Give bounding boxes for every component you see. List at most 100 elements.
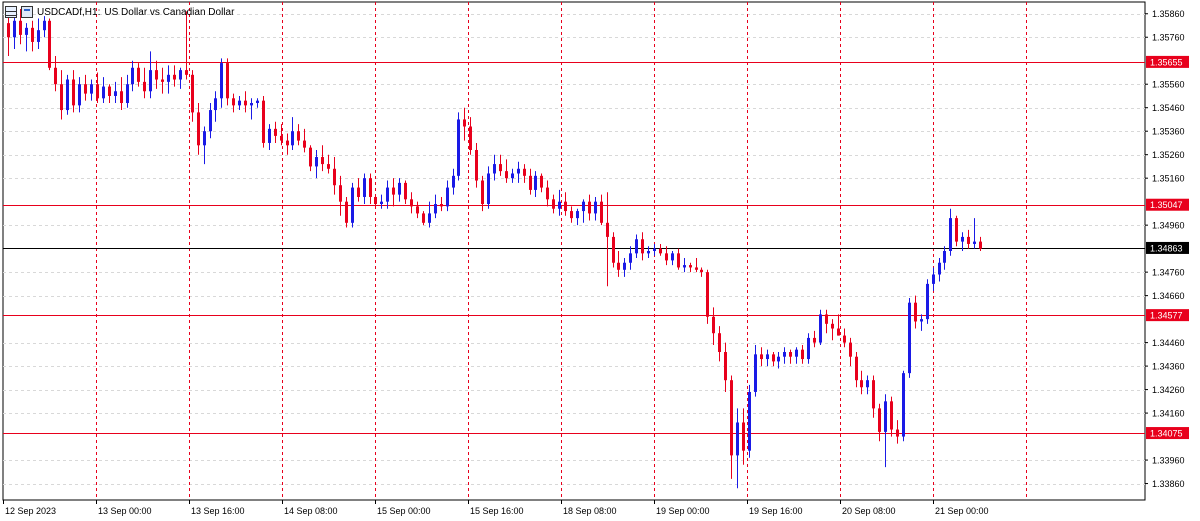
chart-grid-icon[interactable] — [5, 6, 17, 18]
candle — [754, 344, 757, 397]
candle — [772, 352, 775, 367]
candle — [143, 67, 146, 99]
candle — [718, 326, 721, 362]
candle-body — [126, 84, 129, 104]
candle — [789, 349, 792, 364]
candle-body — [84, 84, 87, 94]
candle-body — [167, 74, 170, 82]
level-price-tag — [1146, 427, 1189, 440]
candle-body — [297, 131, 300, 141]
candle-body — [973, 241, 976, 244]
candle-body — [908, 302, 911, 374]
candle — [564, 192, 567, 216]
candle — [66, 74, 69, 115]
symbol-label: USDCADf,H1: — [37, 6, 101, 18]
candle-body — [564, 201, 567, 212]
candle — [570, 206, 573, 223]
candle-body — [291, 131, 294, 146]
candle — [137, 63, 140, 87]
candle — [250, 98, 253, 120]
candle-body — [831, 323, 834, 329]
candle-body — [855, 356, 858, 381]
candle — [280, 124, 283, 146]
candle-body — [96, 84, 99, 99]
candle-body — [742, 422, 745, 451]
candle — [706, 269, 709, 324]
candle-body — [730, 380, 733, 456]
candle-body — [66, 79, 69, 111]
candle-body — [345, 201, 348, 223]
candle — [315, 149, 318, 179]
candle — [588, 194, 591, 221]
candle — [884, 394, 887, 468]
price-tick-label: 1.34960 — [1152, 221, 1185, 231]
candle — [878, 403, 881, 442]
candle-body — [926, 283, 929, 320]
candle-body — [416, 206, 419, 214]
candle-body — [766, 354, 769, 360]
candle-body — [884, 401, 887, 432]
candle-body — [173, 74, 176, 80]
price-tick-label: 1.35860 — [1152, 9, 1185, 19]
candle — [742, 408, 745, 465]
candle-body — [777, 356, 780, 362]
candle — [232, 93, 235, 113]
candle-body — [309, 147, 312, 167]
candle — [345, 196, 348, 228]
candle — [321, 145, 324, 172]
candle-body — [149, 70, 152, 92]
candle-body — [689, 265, 692, 268]
candle-body — [31, 27, 34, 42]
candle — [955, 215, 958, 247]
candle — [286, 133, 289, 155]
candle — [179, 67, 182, 89]
candle-body — [475, 149, 478, 181]
candle-body — [700, 269, 703, 273]
candle-body — [256, 100, 259, 104]
current-price-tag — [1146, 241, 1189, 254]
candle-body — [949, 218, 952, 251]
candle-body — [920, 319, 923, 322]
time-tick-label: 19 Sep 00:00 — [656, 506, 710, 516]
candle — [730, 375, 733, 479]
candle — [60, 70, 63, 120]
candle — [291, 117, 294, 150]
candle — [380, 194, 383, 209]
candle-body — [505, 171, 508, 179]
candle — [43, 16, 46, 38]
price-tick-label: 1.34660 — [1152, 291, 1185, 301]
candle — [452, 168, 455, 195]
candle-body — [493, 164, 496, 174]
candle — [457, 112, 460, 181]
candle-body — [961, 236, 964, 242]
candle-body — [558, 201, 561, 209]
candle-body — [114, 91, 117, 96]
candle-body — [534, 175, 537, 190]
candle-body — [469, 126, 472, 150]
candle — [238, 95, 241, 111]
candle-body — [659, 248, 662, 254]
candle-body — [878, 408, 881, 432]
candle-body — [511, 173, 514, 179]
candle — [226, 58, 229, 106]
candle — [351, 182, 354, 228]
chart-window-icon[interactable] — [21, 6, 33, 18]
candle — [90, 79, 93, 101]
candle — [131, 60, 134, 92]
candle — [695, 258, 698, 273]
candle — [244, 91, 247, 113]
candle-body — [137, 67, 140, 82]
candle-body — [19, 20, 22, 35]
candle — [517, 161, 520, 183]
candle — [920, 314, 923, 331]
candle — [481, 175, 484, 212]
candle-body — [392, 187, 395, 195]
candle — [440, 196, 443, 212]
candle-body — [724, 352, 727, 381]
candle-body — [232, 98, 235, 106]
candle-body — [48, 20, 51, 68]
candle — [540, 173, 543, 193]
candle — [612, 232, 615, 268]
candle-body — [440, 204, 443, 207]
